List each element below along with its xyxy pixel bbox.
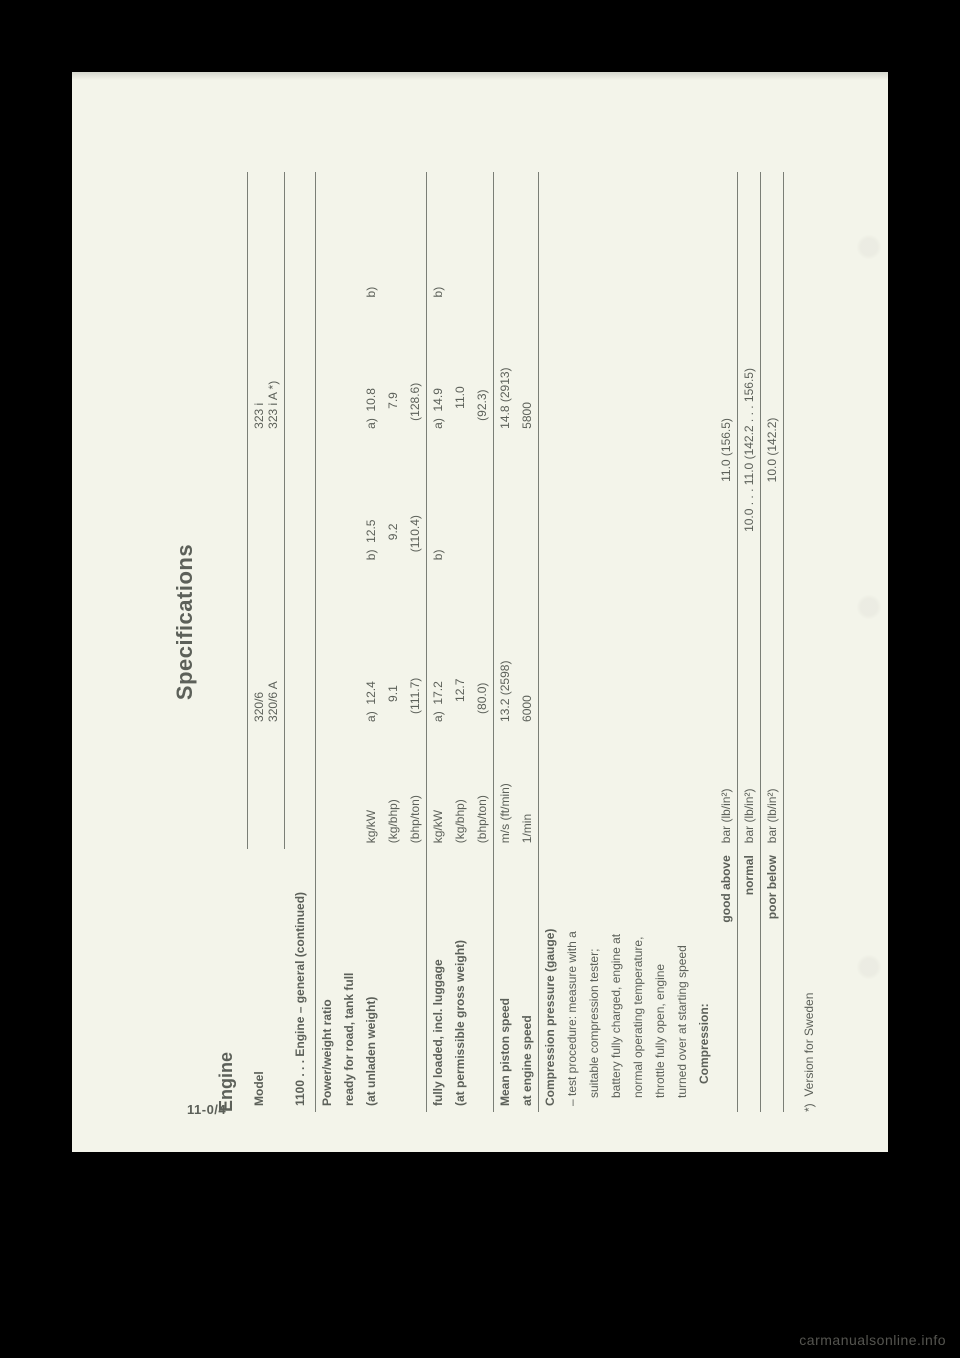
comp-line: suitable compression tester; xyxy=(583,849,605,1112)
title-engine: Engine xyxy=(216,132,237,1112)
comp-line: normal operating temperature, xyxy=(627,849,649,1112)
header-col-323i: 323 i 323 i A *) xyxy=(248,172,285,435)
pwr-sub2: (at unladen weight) xyxy=(360,849,382,1112)
pwr-row-4: (kg/bhp) 9.1 9.2 7.9 xyxy=(382,172,404,1112)
full-d-1: b) xyxy=(427,172,450,303)
comp-line: – test procedure: measure with a xyxy=(561,849,583,1112)
comp-line: throttle fully open, engine xyxy=(649,849,671,1112)
comp-title: Compression pressure (gauge) xyxy=(539,849,562,1112)
comp-l4: normal operating temperature, xyxy=(627,172,649,1112)
full-c-1: a) 14.9 xyxy=(427,303,450,434)
footnote: *) Version for Sweden xyxy=(802,132,816,1112)
full-a-1: a) 17.2 xyxy=(427,566,450,728)
piston-title: Mean piston speed xyxy=(494,849,517,1112)
units-kgbhp-2: (kg/bhp) xyxy=(449,728,471,849)
pwr-b-3: (110.4) xyxy=(404,435,427,566)
units-bhpton: (bhp/ton) xyxy=(404,728,427,849)
rotated-content: Specifications Engine Model 320/6 320/6 … xyxy=(172,132,816,1112)
pwr-c-1: a) 10.8 xyxy=(360,303,382,434)
piston-a1: 13.2 (2598) xyxy=(494,435,517,728)
spec-table: Model 320/6 320/6 A 323 i 323 i A *) 110… xyxy=(247,172,784,1112)
piston-unit2: 1/min xyxy=(516,728,539,849)
page-shadow xyxy=(72,72,888,80)
units-bhpton-2: (bhp/ton) xyxy=(471,728,494,849)
pwr-sub1: ready for road, tank full xyxy=(338,849,360,1112)
comp-line: turned over at starting speed xyxy=(671,849,693,1112)
piston-sub: at engine speed xyxy=(516,849,539,1112)
piston-b2: 5800 xyxy=(516,172,539,435)
piston-b1: 14.8 (2913) xyxy=(494,172,517,435)
pwr-a-2: 9.1 xyxy=(382,566,404,728)
punch-hole xyxy=(854,232,884,262)
comp-line: battery fully charged, engine at xyxy=(605,849,627,1112)
units-kgbhp: (kg/bhp) xyxy=(382,728,404,849)
pwr-row-5: (bhp/ton) (111.7) (110.4) (128.6) xyxy=(404,172,427,1112)
bar-unit-2: bar (lb/in²) xyxy=(738,728,761,849)
units-kgkw: kg/kW xyxy=(360,728,382,849)
comp-poor-val: 10.0 (142.2) xyxy=(761,172,784,728)
header-col-3206: 320/6 320/6 A xyxy=(248,435,285,728)
full-title: fully loaded, incl. luggage xyxy=(427,849,450,1112)
header-model-label: Model xyxy=(248,849,285,1112)
punch-hole xyxy=(854,952,884,982)
pwr-c-2: 7.9 xyxy=(382,303,404,434)
document-page: 11-0/4 Specifications Engine Model 320/6… xyxy=(72,72,888,1152)
units-kgkw-2: kg/kW xyxy=(427,728,450,849)
full-row-3: (bhp/ton) (80.0) (92.3) xyxy=(471,172,494,1112)
full-row-1: fully loaded, incl. luggage kg/kW a) 17.… xyxy=(427,172,450,1112)
comp-good-val: 11.0 (156.5) xyxy=(715,172,738,728)
bar-unit-3: bar (lb/in²) xyxy=(761,728,784,849)
full-b-1: b) xyxy=(427,435,450,566)
piston-row-2: at engine speed 1/min 6000 5800 xyxy=(516,172,539,1112)
pwr-a-3: (111.7) xyxy=(404,566,427,728)
comp-normal-row: normal bar (lb/in²) 10.0 . . . 11.0 (142… xyxy=(738,172,761,1112)
comp-l2: suitable compression tester; xyxy=(583,172,605,1112)
comp-poor-label: poor below xyxy=(761,849,784,1112)
section-continued-row: 1100 . . . Engine – general (continued) xyxy=(285,172,316,1112)
comp-l1: – test procedure: measure with a xyxy=(561,172,583,1112)
piston-unit1: m/s (ft/min) xyxy=(494,728,517,849)
pwr-title: Power/weight ratio xyxy=(316,849,339,1112)
comp-l7: Compression: xyxy=(693,172,715,1112)
full-a-2: 12.7 xyxy=(449,566,471,728)
header-spacer xyxy=(248,728,285,849)
pwr-row-1: Power/weight ratio xyxy=(316,172,339,1112)
pwr-b-1: b) 12.5 xyxy=(360,435,382,566)
punch-hole xyxy=(854,592,884,622)
full-row-2: (at permissible gross weight) (kg/bhp) 1… xyxy=(449,172,471,1112)
comp-poor-row: poor below bar (lb/in²) 10.0 (142.2) xyxy=(761,172,784,1112)
pwr-c-3: (128.6) xyxy=(404,303,427,434)
full-c-2: 11.0 xyxy=(449,303,471,434)
bar-unit-1: bar (lb/in²) xyxy=(715,728,738,849)
full-sub: (at permissible gross weight) xyxy=(449,849,471,1112)
comp-good-row: good above bar (lb/in²) 11.0 (156.5) xyxy=(715,172,738,1112)
watermark: carmanualsonline.info xyxy=(799,1332,946,1348)
comp-l3: battery fully charged, engine at xyxy=(605,172,627,1112)
comp-line: Compression: xyxy=(693,849,715,1112)
pwr-a-1: a) 12.4 xyxy=(360,566,382,728)
full-a-3: (80.0) xyxy=(471,566,494,728)
header-row: Model 320/6 320/6 A 323 i 323 i A *) xyxy=(248,172,285,1112)
pwr-row-3: (at unladen weight) kg/kW a) 12.4 b) 12.… xyxy=(360,172,382,1112)
comp-good-label: good above xyxy=(715,849,738,1112)
pwr-d-1: b) xyxy=(360,172,382,303)
pwr-b-2: 9.2 xyxy=(382,435,404,566)
full-c-3: (92.3) xyxy=(471,303,494,434)
comp-normal-label: normal xyxy=(738,849,761,1112)
comp-l5: throttle fully open, engine xyxy=(649,172,671,1112)
comp-normal-val: 10.0 . . . 11.0 (142.2 . . . 156.5) xyxy=(738,172,761,728)
piston-a2: 6000 xyxy=(516,435,539,728)
pwr-row-2: ready for road, tank full xyxy=(338,172,360,1112)
title-specifications: Specifications xyxy=(172,132,198,1112)
section-continued: 1100 . . . Engine – general (continued) xyxy=(285,172,316,1112)
comp-l6: turned over at starting speed xyxy=(671,172,693,1112)
comp-row-title: Compression pressure (gauge) xyxy=(539,172,562,1112)
piston-row-1: Mean piston speed m/s (ft/min) 13.2 (259… xyxy=(494,172,517,1112)
